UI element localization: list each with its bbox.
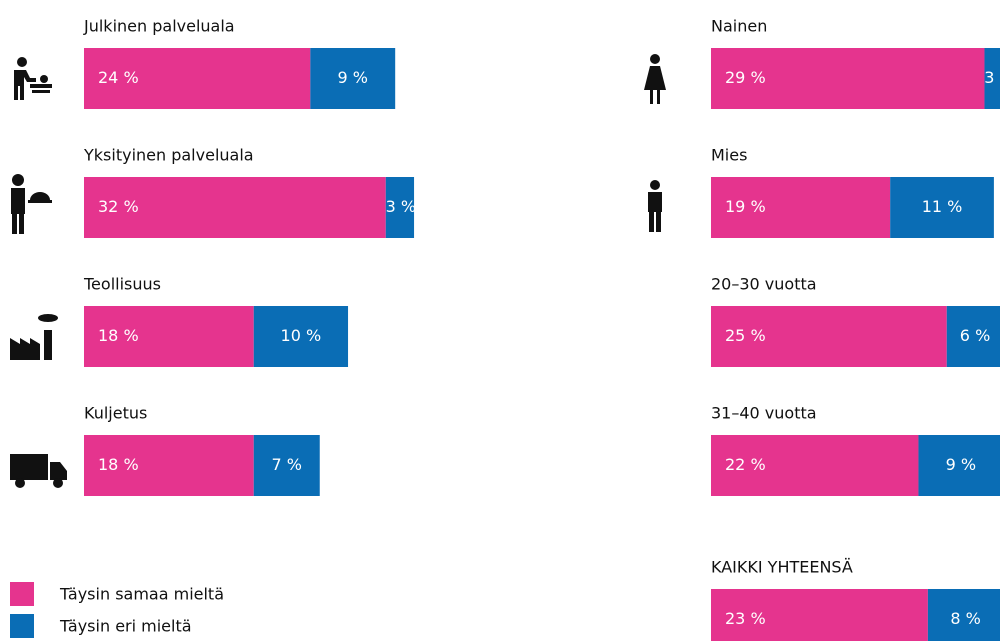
value-label: 24 %: [98, 68, 139, 87]
value-label: 23 %: [725, 609, 766, 628]
category-label: 31–40 vuotta: [711, 404, 817, 423]
value-label: 3 %: [386, 197, 416, 216]
bar-segment: [946, 306, 1000, 367]
bar-segment: [711, 306, 947, 367]
bar-segment: [711, 589, 928, 641]
icon-man: [648, 180, 662, 232]
bar-segment: [253, 435, 320, 496]
category-label: 20–30 vuotta: [711, 275, 817, 294]
value-label: 18 %: [98, 326, 139, 345]
bar-segment: [711, 177, 891, 238]
category-label: Mies: [711, 146, 747, 165]
legend-label: Täysin samaa mieltä: [59, 585, 224, 604]
value-label: 10 %: [281, 326, 322, 345]
icon-truck: [10, 454, 67, 488]
value-label: 18 %: [98, 455, 139, 474]
value-label: 9 %: [946, 455, 976, 474]
icon-waiter: [11, 174, 52, 234]
value-label: 6 %: [960, 326, 990, 345]
bar-segment: [84, 435, 254, 496]
icon-factory: [10, 314, 58, 360]
bar-segment: [84, 177, 386, 238]
value-label: 25 %: [725, 326, 766, 345]
bar-segment: [310, 48, 396, 109]
bar-segment: [84, 306, 254, 367]
icons: [10, 54, 666, 488]
bar-segment: [385, 177, 415, 238]
value-label: 22 %: [725, 455, 766, 474]
bar-segment: [84, 48, 311, 109]
value-label: 19 %: [725, 197, 766, 216]
value-label: 29 %: [725, 68, 766, 87]
icon-childcare: [14, 57, 52, 100]
bar-segment: [890, 177, 994, 238]
icon-woman: [644, 54, 666, 104]
legend-swatch: [10, 614, 34, 638]
bar-segment: [253, 306, 349, 367]
category-label: Teollisuus: [83, 275, 161, 294]
category-label: Nainen: [711, 17, 767, 36]
value-label: 9 %: [338, 68, 368, 87]
category-label: Yksityinen palveluala: [83, 146, 254, 165]
value-label: 3 %: [984, 68, 1000, 87]
bar-segment: [918, 435, 1000, 496]
legend-label: Täysin eri mieltä: [59, 617, 192, 636]
category-label: Julkinen palveluala: [83, 17, 235, 36]
value-label: 7 %: [272, 455, 302, 474]
bar-segment: [711, 48, 985, 109]
value-label: 11 %: [922, 197, 963, 216]
bar-segment: [927, 589, 1000, 641]
value-label: 32 %: [98, 197, 139, 216]
value-label: 8 %: [950, 609, 980, 628]
legend-swatch: [10, 582, 34, 606]
bar-segment: [711, 435, 919, 496]
bar-segment: [984, 48, 1000, 109]
category-label: Kuljetus: [84, 404, 147, 423]
category-label: KAIKKI YHTEENSÄ: [711, 558, 853, 577]
